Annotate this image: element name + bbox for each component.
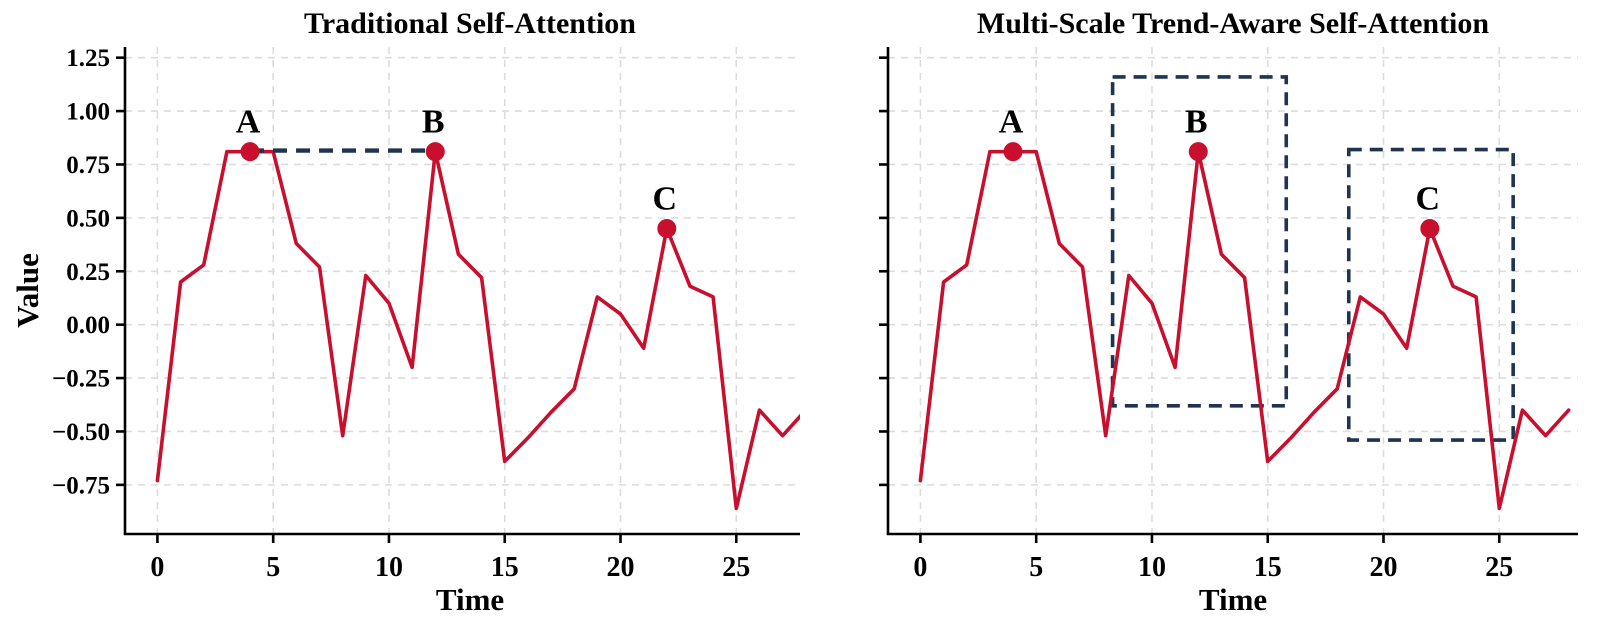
annotation-label-B: B — [422, 104, 445, 141]
axes-spines — [886, 47, 1578, 536]
axes-spines — [123, 47, 815, 536]
gridlines — [888, 47, 1578, 534]
x-tick-label: 5 — [266, 552, 280, 583]
y-tick-label: 0.75 — [66, 152, 110, 179]
point-marker-A — [1003, 142, 1023, 162]
x-tick-label: 10 — [375, 552, 403, 583]
x-tick-label: 15 — [491, 552, 519, 583]
y-tick-label: 0.00 — [66, 312, 110, 339]
y-tick-label: −0.75 — [52, 472, 110, 499]
time-series-line — [918, 149, 1571, 511]
x-tick-label: 0 — [913, 552, 927, 583]
annotation-label-A: A — [236, 104, 261, 141]
x-tick-label: 20 — [607, 552, 635, 583]
traditional-chart-svg: A B C −0.75 −0.50 −0.25 0.00 0.25 0.50 0.75 1.00 1.… — [10, 7, 815, 617]
y-tick-label: 0.50 — [66, 205, 110, 232]
x-tick-label: 25 — [722, 552, 750, 583]
annotation-label-A: A — [999, 104, 1024, 141]
y-tick-label: 0.25 — [66, 259, 110, 286]
chart-title: Traditional Self-Attention — [304, 7, 636, 40]
x-tick-label: 25 — [1485, 552, 1513, 583]
attention-region-rect-1 — [1110, 75, 1289, 408]
x-tick-label: 15 — [1254, 552, 1282, 583]
multiscale-trend-aware-chart: A B C 0 5 10 15 20 25 Multi-Scale Trend-Aware Sel… — [800, 0, 1602, 618]
annotation-label-C: C — [653, 181, 678, 218]
attention-region-rect-2 — [1346, 147, 1515, 442]
point-marker-A — [240, 142, 260, 162]
point-marker-C — [657, 219, 677, 239]
x-tick-label: 5 — [1029, 552, 1043, 583]
traditional-self-attention-chart: A B C −0.75 −0.50 −0.25 0.00 0.25 0.50 0.75 1.00 1.… — [0, 0, 815, 618]
annotation-label-C: C — [1416, 181, 1441, 218]
x-tick-label: 20 — [1370, 552, 1398, 583]
x-tick-label: 0 — [150, 552, 164, 583]
x-tick-label: 10 — [1138, 552, 1166, 583]
y-tick-label: −0.25 — [52, 366, 110, 393]
y-tick-label: 1.00 — [66, 99, 110, 126]
y-axis-label: Value — [10, 253, 45, 328]
point-marker-C — [1420, 219, 1440, 239]
tick-marks — [116, 56, 738, 543]
point-marker-B — [1188, 142, 1208, 162]
multiscale-chart-svg: A B C 0 5 10 15 20 25 Multi-Scale Trend-Aware Sel… — [879, 7, 1578, 617]
x-axis-label: Time — [1199, 582, 1267, 617]
tick-marks — [879, 56, 1501, 543]
x-axis-label: Time — [436, 582, 504, 617]
annotation-label-B: B — [1185, 104, 1208, 141]
y-tick-label: −0.50 — [52, 419, 110, 446]
time-series-line — [155, 149, 808, 511]
y-tick-label: 1.25 — [66, 45, 110, 72]
point-marker-B — [425, 142, 445, 162]
chart-title: Multi-Scale Trend-Aware Self-Attention — [977, 7, 1489, 40]
